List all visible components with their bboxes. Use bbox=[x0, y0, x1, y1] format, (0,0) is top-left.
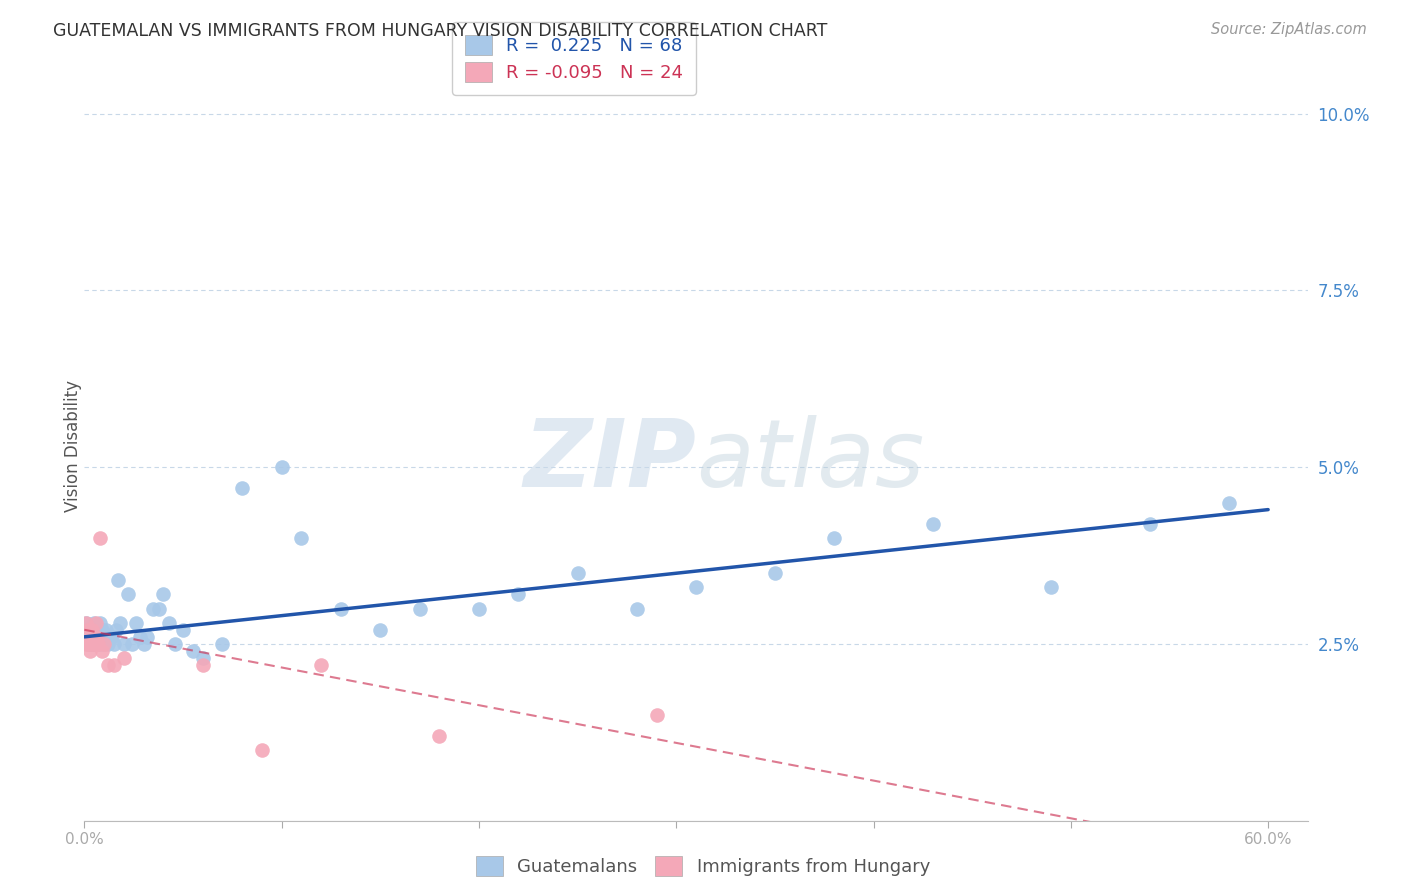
Point bbox=[112, 651, 135, 665]
Point bbox=[645, 707, 668, 722]
Point bbox=[290, 531, 312, 545]
Point bbox=[87, 630, 110, 644]
Point bbox=[103, 637, 125, 651]
Point bbox=[97, 658, 120, 673]
Point bbox=[77, 637, 100, 651]
Point bbox=[191, 658, 214, 673]
Point bbox=[309, 658, 332, 673]
Point bbox=[101, 630, 124, 644]
Point bbox=[83, 630, 105, 644]
Point bbox=[89, 531, 111, 545]
Point bbox=[89, 637, 111, 651]
Point bbox=[87, 637, 110, 651]
Point bbox=[79, 630, 101, 644]
Point bbox=[921, 516, 943, 531]
Point bbox=[117, 587, 139, 601]
Point bbox=[82, 637, 104, 651]
Point bbox=[763, 566, 786, 581]
Point bbox=[107, 574, 129, 588]
Point bbox=[87, 637, 110, 651]
Point bbox=[685, 580, 707, 594]
Legend: Guatemalans, Immigrants from Hungary: Guatemalans, Immigrants from Hungary bbox=[468, 848, 938, 883]
Point bbox=[108, 615, 131, 630]
Point bbox=[270, 460, 292, 475]
Point bbox=[77, 637, 100, 651]
Point bbox=[1139, 516, 1161, 531]
Text: ZIP: ZIP bbox=[523, 415, 696, 507]
Point bbox=[142, 601, 165, 615]
Point bbox=[83, 630, 105, 644]
Point bbox=[98, 630, 121, 644]
Point bbox=[93, 637, 115, 651]
Point bbox=[75, 615, 97, 630]
Point bbox=[83, 623, 105, 637]
Point bbox=[329, 601, 352, 615]
Point bbox=[87, 623, 110, 637]
Point bbox=[508, 587, 530, 601]
Point bbox=[91, 623, 114, 637]
Point bbox=[409, 601, 432, 615]
Point bbox=[157, 615, 180, 630]
Point bbox=[83, 615, 105, 630]
Text: GUATEMALAN VS IMMIGRANTS FROM HUNGARY VISION DISABILITY CORRELATION CHART: GUATEMALAN VS IMMIGRANTS FROM HUNGARY VI… bbox=[53, 22, 828, 40]
Point bbox=[148, 601, 170, 615]
Point bbox=[84, 637, 107, 651]
Point bbox=[79, 630, 101, 644]
Point bbox=[128, 630, 150, 644]
Point bbox=[77, 630, 100, 644]
Point bbox=[77, 623, 100, 637]
Point bbox=[82, 623, 104, 637]
Point bbox=[112, 637, 135, 651]
Point bbox=[83, 637, 105, 651]
Point bbox=[82, 623, 104, 637]
Point bbox=[132, 637, 155, 651]
Point bbox=[79, 644, 101, 658]
Point bbox=[1040, 580, 1063, 594]
Point bbox=[93, 630, 115, 644]
Point bbox=[250, 743, 273, 757]
Point bbox=[84, 630, 107, 644]
Point bbox=[1218, 495, 1240, 509]
Y-axis label: Vision Disability: Vision Disability bbox=[65, 380, 82, 512]
Point bbox=[84, 630, 107, 644]
Point bbox=[211, 637, 233, 651]
Point bbox=[84, 615, 107, 630]
Point bbox=[181, 644, 204, 658]
Point bbox=[152, 587, 174, 601]
Point bbox=[103, 658, 125, 673]
Point bbox=[77, 623, 100, 637]
Point bbox=[368, 623, 391, 637]
Point bbox=[79, 623, 101, 637]
Point bbox=[823, 531, 845, 545]
Point bbox=[172, 623, 194, 637]
Text: atlas: atlas bbox=[696, 416, 924, 507]
Point bbox=[231, 482, 253, 496]
Point bbox=[94, 623, 117, 637]
Point bbox=[93, 637, 115, 651]
Point bbox=[124, 615, 146, 630]
Point bbox=[165, 637, 187, 651]
Point bbox=[567, 566, 589, 581]
Point bbox=[82, 637, 104, 651]
Point bbox=[91, 630, 114, 644]
Point bbox=[468, 601, 491, 615]
Point bbox=[75, 630, 97, 644]
Point bbox=[83, 637, 105, 651]
Point bbox=[84, 623, 107, 637]
Point bbox=[136, 630, 159, 644]
Text: Source: ZipAtlas.com: Source: ZipAtlas.com bbox=[1211, 22, 1367, 37]
Point bbox=[191, 651, 214, 665]
Point bbox=[104, 623, 127, 637]
Point bbox=[75, 615, 97, 630]
Point bbox=[626, 601, 648, 615]
Point bbox=[97, 637, 120, 651]
Point bbox=[75, 637, 97, 651]
Point bbox=[121, 637, 143, 651]
Point bbox=[429, 729, 451, 743]
Point bbox=[82, 630, 104, 644]
Point bbox=[89, 615, 111, 630]
Point bbox=[91, 644, 114, 658]
Point bbox=[79, 637, 101, 651]
